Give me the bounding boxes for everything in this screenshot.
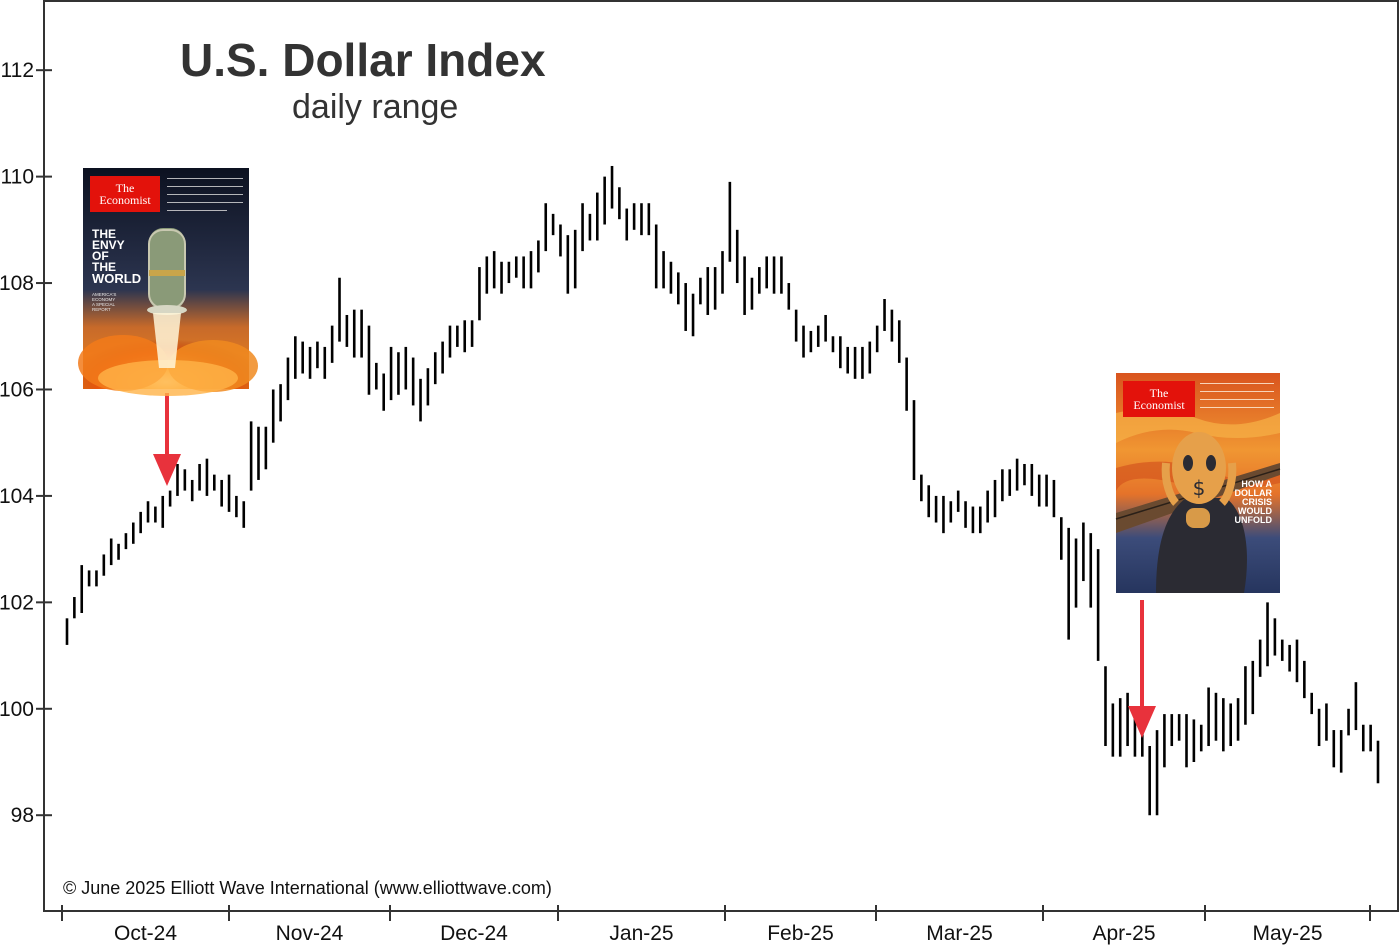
x-tick-label: Jan-25 <box>609 922 673 945</box>
chart-title: U.S. Dollar Index <box>180 34 546 86</box>
cover-subline-3: A SPECIAL <box>92 302 116 307</box>
cover-headline-1: THE <box>92 227 116 241</box>
cover-headline-3: CRISIS <box>1242 497 1272 507</box>
masthead-line-2: Economist <box>1133 398 1185 412</box>
x-tick-label: May-25 <box>1252 922 1322 945</box>
economist-masthead <box>90 176 160 212</box>
cover-headline-2: DOLLAR <box>1235 488 1273 498</box>
y-tick-label: 102 <box>0 591 34 614</box>
cover-subline-4: REPORT <box>92 307 111 312</box>
red-arrow-icon <box>1128 600 1156 738</box>
x-tick-label: Feb-25 <box>767 922 834 945</box>
economist-cover-dollar-crisis: $ The Economist HOW A DOLLAR CRISIS WOUL… <box>1115 373 1281 593</box>
cover-subline-2: ECONOMY <box>92 297 115 302</box>
red-arrow-icon <box>153 393 181 486</box>
price-bars <box>65 165 1380 816</box>
x-tick-label: Apr-25 <box>1092 922 1155 945</box>
x-tick-label: Nov-24 <box>276 922 344 945</box>
y-tick-label: 100 <box>0 698 34 721</box>
y-tick-label: 106 <box>0 378 34 401</box>
economist-masthead <box>1123 381 1195 417</box>
cover-headline-2: ENVY <box>92 238 125 252</box>
masthead-line-2: Economist <box>99 193 151 207</box>
arrow-annotations <box>153 393 1156 738</box>
economist-cover-envy: The Economist THE ENVY OF THE WORLD AMER… <box>78 168 258 396</box>
cover-subline-1: AMERICA'S <box>92 292 116 297</box>
cover-headline-5: UNFOLD <box>1235 515 1273 525</box>
copyright-notice: © June 2025 Elliott Wave International (… <box>63 878 552 898</box>
y-tick-label: 104 <box>0 485 34 508</box>
x-tick-label: Mar-25 <box>926 922 993 945</box>
y-tick-label: 98 <box>11 804 34 827</box>
cover-headline-1: HOW A <box>1241 479 1272 489</box>
x-tick-label: Oct-24 <box>114 922 177 945</box>
y-tick-label: 112 <box>1 59 34 82</box>
cover-headline-3: OF <box>92 249 109 263</box>
chart-subtitle: daily range <box>292 88 458 126</box>
plot-frame <box>43 0 1399 912</box>
x-axis: Oct-24 Nov-24 Dec-24 Jan-25 Feb-25 Mar-25 Apr-… <box>61 905 1371 945</box>
cover-headline-4: WOULD <box>1238 506 1272 516</box>
y-axis: 98 100 102 104 106 108 110 112 <box>0 59 52 827</box>
x-tick-label: Dec-24 <box>440 922 508 945</box>
y-tick-label: 108 <box>0 272 34 295</box>
y-tick-label: 110 <box>1 166 34 189</box>
cover-headline-5: WORLD <box>92 271 141 286</box>
dollar-sign-icon: $ <box>1193 476 1206 500</box>
masthead-line-1: The <box>116 181 135 195</box>
masthead-line-1: The <box>1150 386 1169 400</box>
cover-headline-4: THE <box>92 260 116 274</box>
